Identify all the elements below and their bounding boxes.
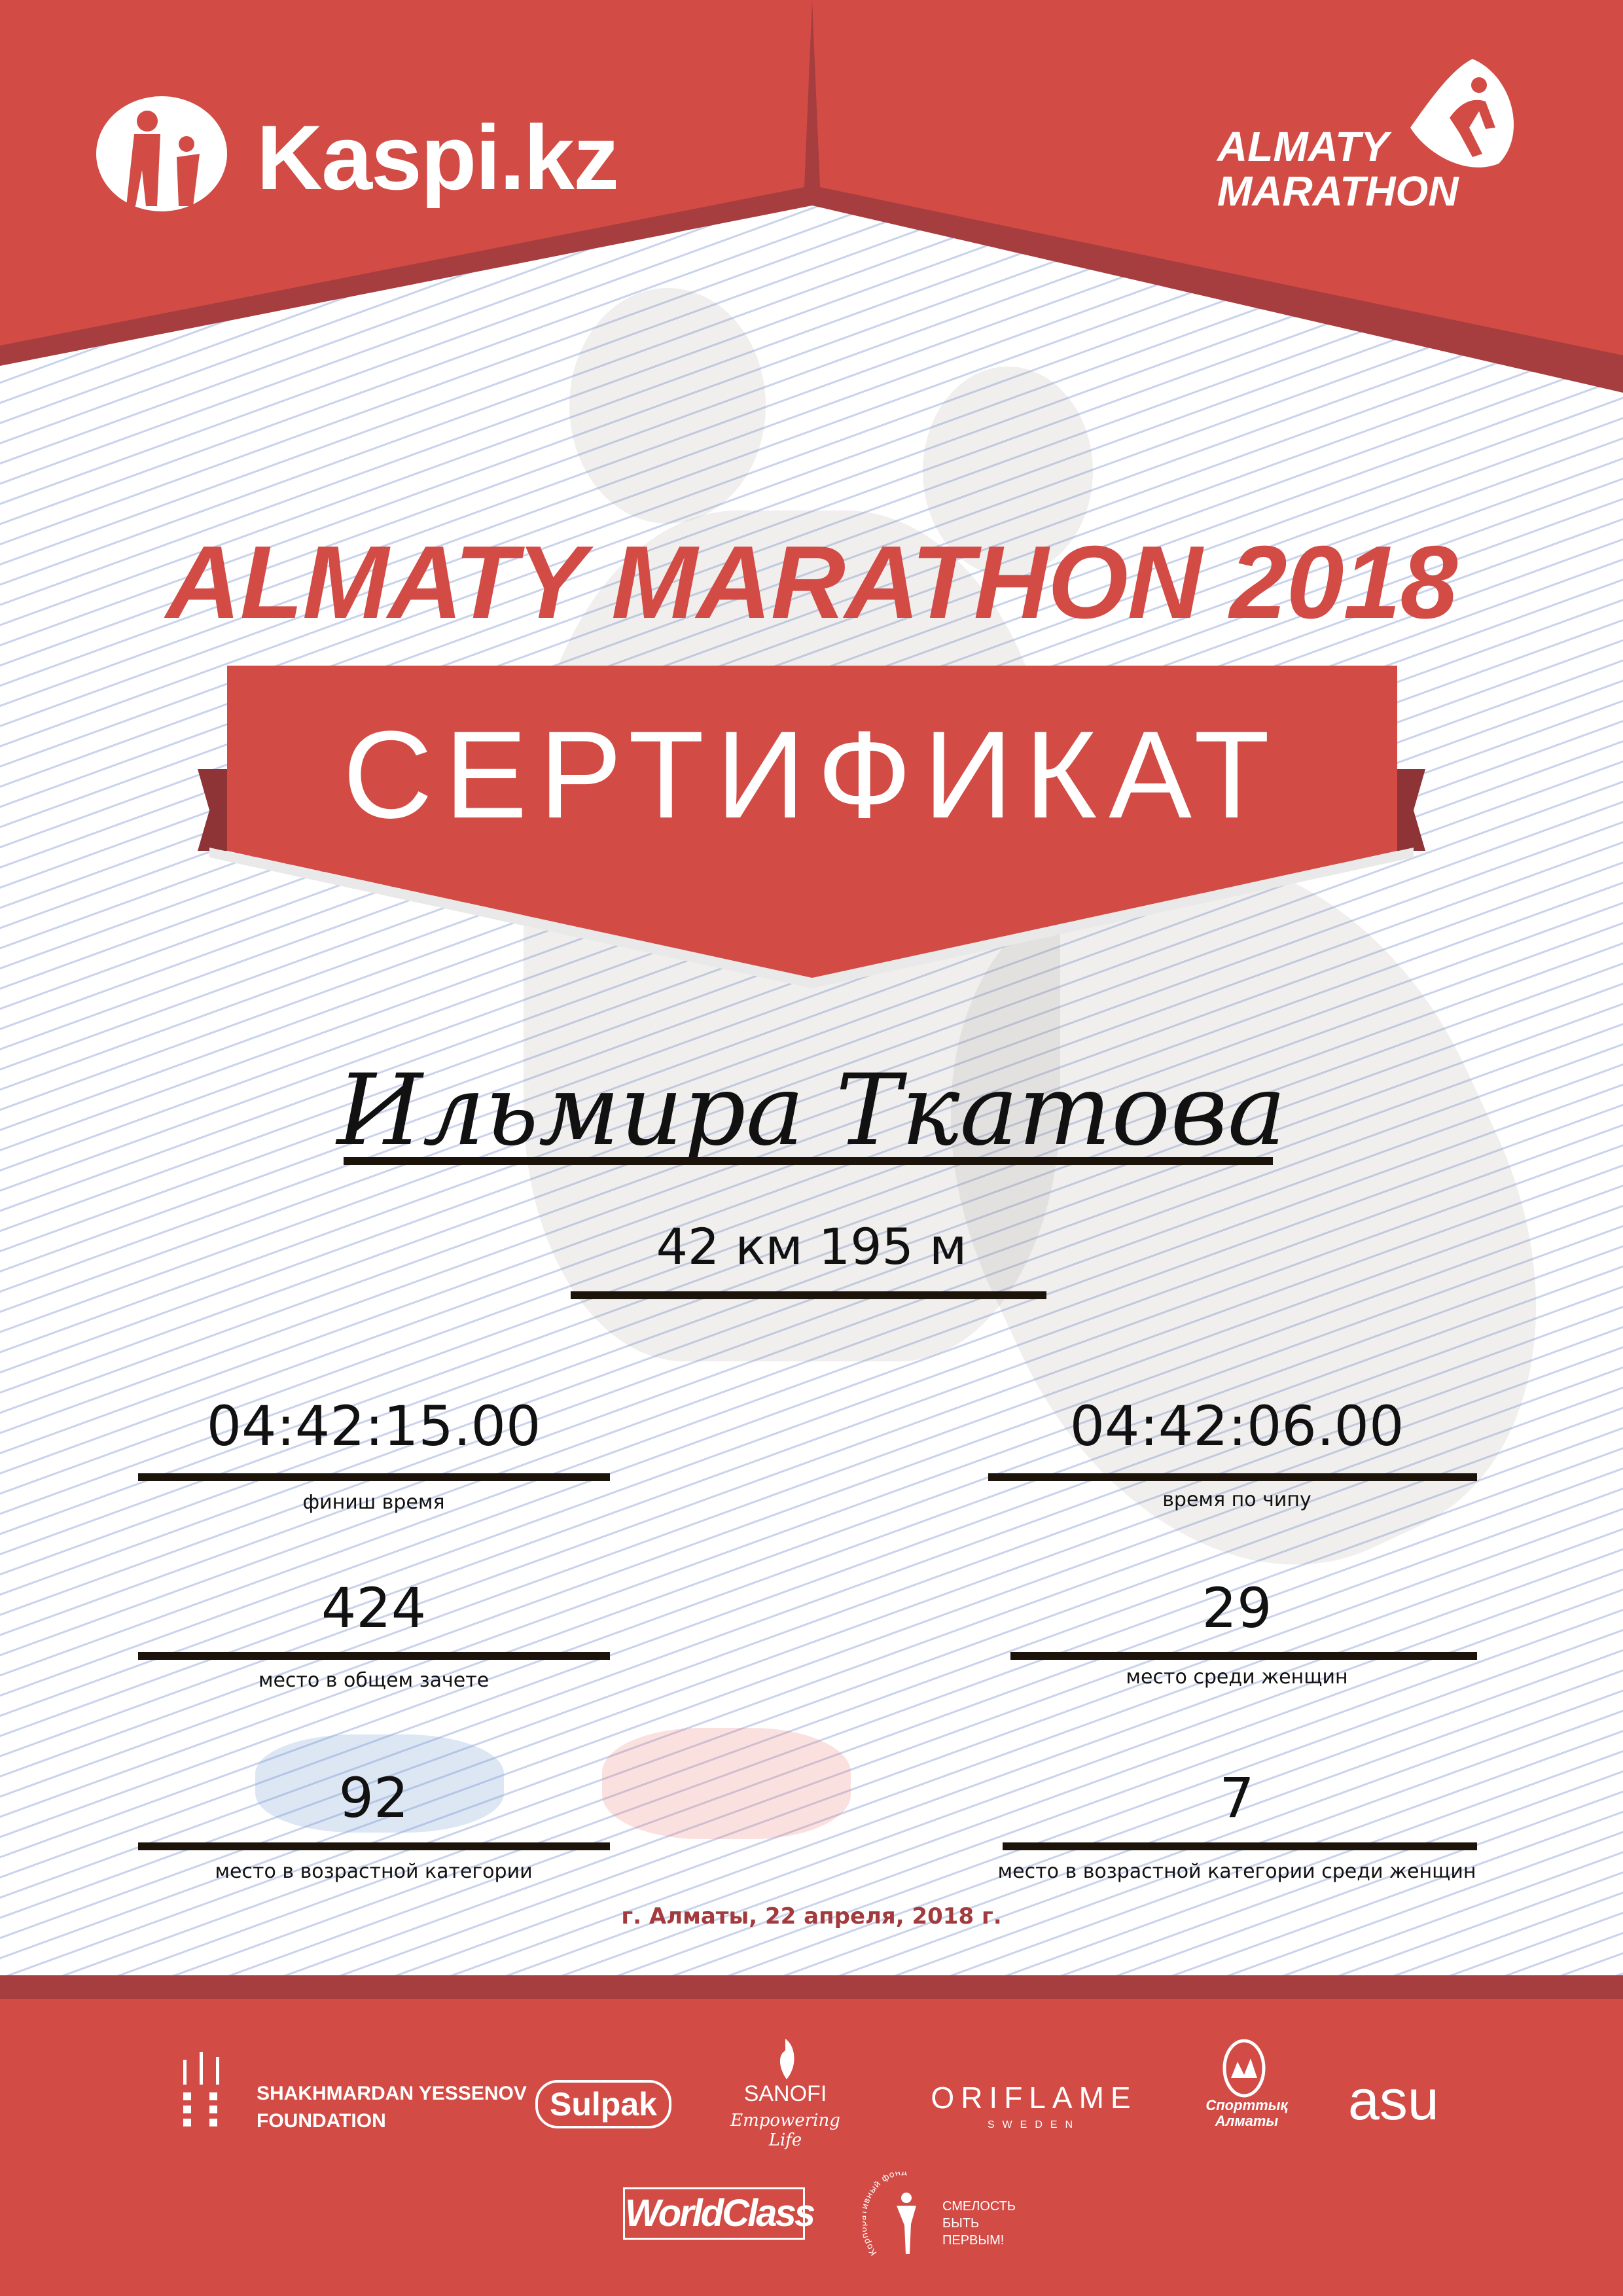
sanofi-name: SANOFI — [743, 2081, 827, 2106]
name-underline — [344, 1157, 1273, 1165]
sanofi-logo: SANOFI Empowering Life — [720, 2081, 851, 2150]
runner-icon — [1410, 59, 1514, 168]
sponsors-footer — [0, 1999, 1623, 2296]
fund-line-2: БЫТЬ — [942, 2216, 980, 2231]
finish-time-label: финиш время — [302, 1491, 445, 1514]
women-place-value: 29 — [1202, 1576, 1272, 1640]
oriflame-name: ORIFLAME — [931, 2081, 1137, 2115]
age-women-place-label: место в возрастной категории среди женщи… — [997, 1860, 1476, 1883]
sport-almaty-logo: Спорттық Алматы — [1198, 2098, 1296, 2129]
fund-figure-icon — [897, 2193, 916, 2254]
chip-time-value: 04:42:06.00 — [1069, 1394, 1404, 1458]
header-ribbon — [0, 0, 1623, 393]
sport-almaty-line-1: Спорттық — [1205, 2097, 1288, 2113]
yessenov-logo: SHAKHMARDAN YESSENOV FOUNDATION — [257, 2080, 527, 2135]
fund-logo: СМЕЛОСТЬ БЫТЬ ПЕРВЫМ! — [942, 2198, 1016, 2249]
age-place-label: место в возрастной категории — [215, 1860, 533, 1883]
age-place-line — [138, 1842, 610, 1850]
almaty-marathon-logo: ALMATY MARATHON — [1217, 124, 1459, 213]
sport-almaty-emblem-icon — [1222, 2039, 1266, 2098]
finish-time-line — [138, 1473, 610, 1481]
yessenov-line-2: FOUNDATION — [257, 2110, 386, 2132]
event-title: ALMATY MARATHON 2018 — [166, 525, 1458, 640]
yessenov-icon — [183, 2052, 219, 2126]
distance: 42 км 195 м — [656, 1217, 967, 1276]
footer-band — [0, 1975, 1623, 1999]
background-photo — [923, 367, 1093, 576]
sanofi-tagline: Empowering Life — [730, 2111, 840, 2150]
oriflame-sub: SWEDEN — [987, 2119, 1081, 2130]
background-photo — [255, 1734, 504, 1833]
asu-logo: asu — [1348, 2069, 1439, 2132]
logo-line-1: ALMATY — [1217, 123, 1389, 170]
worldclass-logo: WorldClass — [623, 2187, 815, 2240]
women-place-label: место среди женщин — [1126, 1666, 1348, 1689]
sanofi-bird-icon — [779, 2039, 794, 2079]
distance-underline — [571, 1291, 1046, 1299]
certificate-banner — [198, 666, 1425, 988]
chip-time-label: время по чипу — [1162, 1488, 1311, 1511]
background-photo — [569, 288, 766, 524]
logo-line-2: MARATHON — [1217, 168, 1459, 215]
participant-name: Ильмира Ткатова — [336, 1054, 1287, 1168]
chip-time-line — [988, 1473, 1477, 1481]
fund-line-1: СМЕЛОСТЬ — [942, 2199, 1016, 2214]
age-women-place-line — [1003, 1842, 1477, 1850]
fund-emblem: Корпоративный фонд — [863, 2172, 916, 2257]
women-place-line — [1010, 1652, 1477, 1660]
age-women-place-value: 7 — [1219, 1766, 1255, 1830]
yessenov-line-1: SHAKHMARDAN YESSENOV — [257, 2083, 527, 2104]
issue-date: г. Алматы, 22 апреля, 2018 г. — [621, 1903, 1002, 1929]
overall-place-label: место в общем зачете — [258, 1669, 490, 1692]
overall-place-value: 424 — [321, 1576, 427, 1640]
oriflame-logo: ORIFLAME SWEDEN — [923, 2080, 1145, 2131]
certificate-heading: СЕРТИФИКАТ — [342, 706, 1282, 844]
sulpak-logo: Sulpak — [535, 2080, 671, 2128]
kaspi-figure-icon — [96, 96, 227, 211]
sport-almaty-line-2: Алматы — [1215, 2113, 1279, 2129]
finish-time-value: 04:42:15.00 — [206, 1394, 541, 1458]
kaspi-logo-text: Kaspi.kz — [257, 106, 619, 209]
age-place-value: 92 — [338, 1766, 409, 1830]
fund-line-3: ПЕРВЫМ! — [942, 2233, 1005, 2248]
overall-place-line — [138, 1652, 610, 1660]
background-photo — [602, 1728, 851, 1839]
